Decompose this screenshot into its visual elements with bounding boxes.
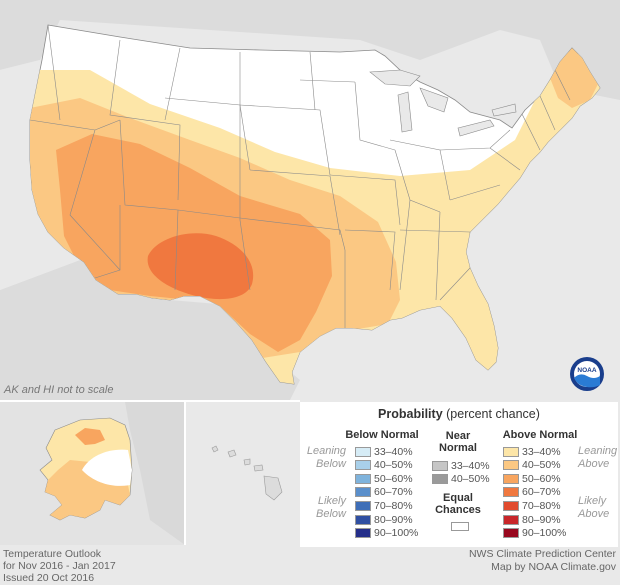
above-normal-label: 60–70%	[522, 486, 561, 499]
footer-right: NWS Climate Prediction Center Map by NOA…	[469, 548, 616, 574]
above-normal-row: 50–60%	[503, 472, 561, 485]
footer-issued: Issued 20 Oct 2016	[3, 572, 95, 584]
canada-land	[0, 0, 620, 100]
above-normal-swatch	[503, 446, 519, 457]
above-normal-row: 40–50%	[503, 459, 561, 472]
above-normal-swatch	[503, 487, 519, 498]
below-normal-label: 80–90%	[374, 513, 413, 526]
below-normal-swatch	[355, 528, 371, 539]
state-borders	[30, 25, 571, 330]
footer-period: for Nov 2016 - Jan 2017	[3, 560, 116, 572]
above-normal-label: 70–80%	[522, 499, 561, 512]
below-normal-row: 90–100%	[355, 527, 418, 540]
legend-title: Probability (percent chance)	[300, 407, 618, 421]
below-normal-swatch	[355, 460, 371, 471]
above-normal-swatch	[503, 500, 519, 511]
below-normal-swatch	[355, 446, 371, 457]
above-normal-label: 33–40%	[522, 445, 561, 458]
above-normal-label: 50–60%	[522, 472, 561, 485]
above-normal-swatch	[503, 460, 519, 471]
alaska-inset	[0, 402, 185, 545]
above-likely-label: Likely Above	[578, 495, 610, 520]
below-normal-row: 33–40%	[355, 445, 413, 458]
above-normal-header: Above Normal	[502, 429, 578, 441]
above-60-70-region	[147, 233, 254, 300]
above-leaning-label: Leaning Above	[578, 445, 618, 470]
below-normal-row: 60–70%	[355, 486, 413, 499]
below-normal-row: 80–90%	[355, 513, 413, 526]
below-normal-header: Below Normal	[345, 429, 419, 441]
footer-left: Temperature Outlook for Nov 2016 - Jan 2…	[3, 548, 116, 584]
footer-title: Temperature Outlook	[3, 548, 102, 560]
above-normal-row: 33–40%	[503, 445, 561, 458]
ocean-pacific	[0, 60, 80, 290]
below-normal-swatch	[355, 500, 371, 511]
hawaii-inset	[186, 402, 298, 545]
great-lakes	[369, 69, 517, 137]
above-normal-row: 60–70%	[503, 486, 561, 499]
above-normal-swatch	[503, 473, 519, 484]
mexico-land	[0, 260, 300, 400]
below-normal-label: 70–80%	[374, 499, 413, 512]
hawaii-ocean	[186, 402, 298, 545]
below-normal-label: 60–70%	[374, 486, 413, 499]
canada-west-land	[125, 402, 185, 545]
noaa-logo-text: NOAA	[577, 367, 596, 374]
below-normal-row: 40–50%	[355, 459, 413, 472]
below-likely-label: Likely Below	[316, 495, 346, 520]
below-normal-swatch	[355, 487, 371, 498]
equal-chances-swatch	[451, 522, 469, 531]
equal-chances-header: Equal Chances	[435, 492, 481, 516]
noaa-logo: NOAA	[570, 357, 604, 391]
near-normal-label: 33–40%	[451, 459, 490, 472]
below-normal-label: 50–60%	[374, 472, 413, 485]
below-leaning-label: Leaning Below	[306, 445, 346, 470]
alaska-equal-chances	[82, 449, 132, 486]
below-normal-row: 70–80%	[355, 499, 413, 512]
above-normal-label: 90–100%	[522, 527, 567, 540]
footer-credit: Map by NOAA Climate.gov	[491, 561, 616, 573]
above-normal-row: 80–90%	[503, 513, 561, 526]
below-normal-row: 50–60%	[355, 472, 413, 485]
above-normal-row: 90–100%	[503, 527, 566, 540]
northeast-above-region	[548, 48, 600, 108]
legend-panel: Probability (percent chance) Below Norma…	[300, 402, 618, 547]
near-normal-header: Near Normal	[439, 430, 477, 454]
above-normal-label: 80–90%	[522, 513, 561, 526]
near-normal-swatch	[432, 474, 448, 485]
near-normal-label: 40–50%	[451, 473, 490, 486]
above-normal-label: 40–50%	[522, 459, 561, 472]
above-normal-swatch	[503, 514, 519, 525]
below-normal-label: 33–40%	[374, 445, 413, 458]
footer-source: NWS Climate Prediction Center	[468, 548, 616, 560]
below-normal-swatch	[355, 473, 371, 484]
near-normal-row: 33–40%	[432, 459, 490, 472]
above-normal-row: 70–80%	[503, 499, 561, 512]
near-normal-swatch	[432, 460, 448, 471]
near-normal-row: 40–50%	[432, 473, 490, 486]
legend-title-rest: (percent chance)	[446, 407, 540, 421]
above-normal-swatch	[503, 528, 519, 539]
legend-title-bold: Probability	[378, 407, 443, 421]
below-normal-label: 40–50%	[374, 459, 413, 472]
below-normal-label: 90–100%	[374, 527, 419, 540]
alaska-above-50-60	[75, 428, 105, 445]
below-normal-swatch	[355, 514, 371, 525]
scale-note: AK and HI not to scale	[4, 384, 114, 396]
